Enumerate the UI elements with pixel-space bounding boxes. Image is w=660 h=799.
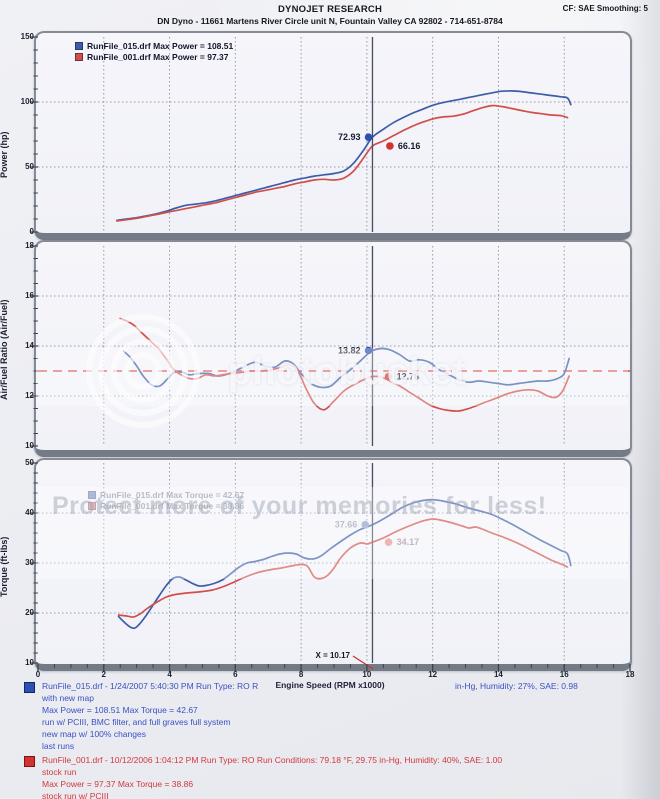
y-tick-label: 18 [25, 241, 34, 250]
torque-curve-RunFile_001.drf [117, 518, 569, 618]
legend-label: RunFile_015.drf Max Power = 108.51 [87, 40, 234, 51]
torque-panel-frame [34, 458, 632, 671]
y-tick-label: 50 [25, 162, 34, 171]
run2-color-icon [24, 756, 35, 767]
run1-note: new map w/ 100% changes [42, 729, 146, 739]
x-tick-label: 18 [625, 670, 635, 679]
x-tick-label: 6 [233, 670, 238, 679]
marker-dot [386, 142, 394, 150]
marker-value-label: 66.16 [398, 141, 421, 151]
marker-dot [364, 133, 373, 141]
power-panel-frame [34, 31, 632, 240]
correction-settings: CF: SAE Smoothing: 5 [562, 4, 648, 13]
x-tick-label: 2 [101, 670, 106, 679]
afr-axis-title: Air/Fuel Ratio (Air/Fuel) [0, 299, 9, 401]
run1-note: run w/ PCIII, BMC filter, and full grave… [42, 717, 231, 727]
torque-legend: RunFile_015.drf Max Torque = 42.67 RunFi… [88, 489, 244, 511]
marker-value-label: 37.66 [335, 520, 358, 530]
run2-color-swatch [88, 501, 96, 510]
run1-color-icon [24, 682, 35, 693]
marker-value-label: 34.17 [397, 537, 420, 547]
y-tick-label: 100 [20, 97, 34, 106]
run2-color-swatch [75, 52, 83, 61]
x-tick-label: 0 [35, 670, 41, 679]
y-tick-label: 50 [25, 458, 34, 467]
legend-label: RunFile_001.drf Max Power = 97.37 [87, 51, 229, 62]
marker-dot [361, 520, 370, 529]
run1-conditions-suffix: in-Hg, Humidity: 27%, SAE: 0.98 [455, 681, 578, 691]
power-curve-RunFile_001.drf [116, 104, 569, 222]
page-title: DYNOJET RESEARCH [277, 4, 383, 15]
y-tick-label: 14 [25, 341, 34, 350]
legend-row: RunFile_015.drf Max Torque = 42.67 [88, 489, 244, 500]
power-axis-title: Power (hp) [0, 131, 9, 179]
power-chart: 72.93 66.16 [30, 36, 630, 233]
y-tick-label: 20 [25, 608, 34, 617]
marker-dot [364, 346, 373, 355]
run1-color-swatch [75, 41, 83, 50]
run1-color-swatch [88, 490, 96, 499]
y-tick-label: 0 [29, 227, 34, 236]
x-tick-label: 8 [298, 670, 304, 679]
marker-value-label: 12.78 [397, 372, 420, 382]
x-tick-label: 14 [493, 670, 503, 679]
afr-chart: 13.82 12.78 [30, 245, 630, 447]
run2-max-values: Max Power = 97.37 Max Torque = 38.86 [42, 779, 194, 789]
y-tick-label: 10 [25, 441, 34, 450]
y-tick-label: 12 [25, 391, 34, 400]
marker-value-label: 13.82 [338, 346, 361, 356]
run2-note: stock run w/ PCIII [42, 791, 109, 799]
x-tick-label: 4 [167, 670, 172, 679]
x-tick-label: 10 [362, 670, 372, 679]
y-tick-label: 10 [25, 658, 34, 667]
legend-row: RunFile_001.drf Max Torque = 38.86 [88, 500, 244, 511]
cursor-leader-line [352, 655, 374, 670]
afr-curve-RunFile_001.drf [119, 317, 571, 412]
run1-note: with new map [42, 693, 94, 703]
run2-info-block: RunFile_001.drf - 10/12/2006 1:04:12 PM … [42, 754, 502, 799]
marker-dot [384, 372, 393, 381]
marker-value-label: 72.93 [338, 132, 361, 142]
torque-curve-RunFile_015.drf [117, 498, 572, 630]
marker-dot [384, 538, 393, 546]
run1-header-line: RunFile_015.drf - 1/24/2007 5:40:30 PM R… [42, 680, 578, 692]
run1-conditions-prefix: RunFile_015.drf - 1/24/2007 5:40:30 PM R… [42, 681, 259, 691]
run2-note: stock run [42, 767, 77, 777]
legend-row: RunFile_001.drf Max Power = 97.37 [75, 51, 233, 62]
run1-max-values: Max Power = 108.51 Max Torque = 42.67 [42, 705, 198, 715]
y-tick-label: 40 [25, 508, 34, 517]
torque-axis-title: Torque (ft-lbs) [0, 536, 9, 598]
legend-label: RunFile_001.drf Max Torque = 38.86 [100, 500, 245, 511]
cursor-x-label: X = 10.17 [315, 651, 350, 660]
power-curve-RunFile_015.drf [116, 90, 572, 222]
y-tick-label: 150 [20, 32, 34, 41]
legend-label: RunFile_015.drf Max Torque = 42.67 [100, 489, 245, 500]
shop-address: DN Dyno - 11661 Martens River Circle uni… [157, 16, 503, 26]
torque-chart: 37.66 34.17 [30, 462, 630, 664]
y-tick-label: 16 [25, 291, 34, 300]
run1-note: last runs [42, 741, 75, 751]
x-tick-label: 16 [559, 670, 569, 679]
x-axis-title: Engine Speed (RPM x1000) [275, 680, 385, 690]
run1-info-block: RunFile_015.drf - 1/24/2007 5:40:30 PM R… [42, 680, 578, 752]
run2-header-line: RunFile_001.drf - 10/12/2006 1:04:12 PM … [42, 755, 503, 765]
power-legend: RunFile_015.drf Max Power = 108.51 RunFi… [75, 40, 233, 62]
x-axis-ticks [37, 664, 631, 672]
x-tick-label: 12 [428, 670, 438, 679]
legend-row: RunFile_015.drf Max Power = 108.51 [75, 40, 233, 51]
y-tick-label: 30 [25, 558, 34, 567]
